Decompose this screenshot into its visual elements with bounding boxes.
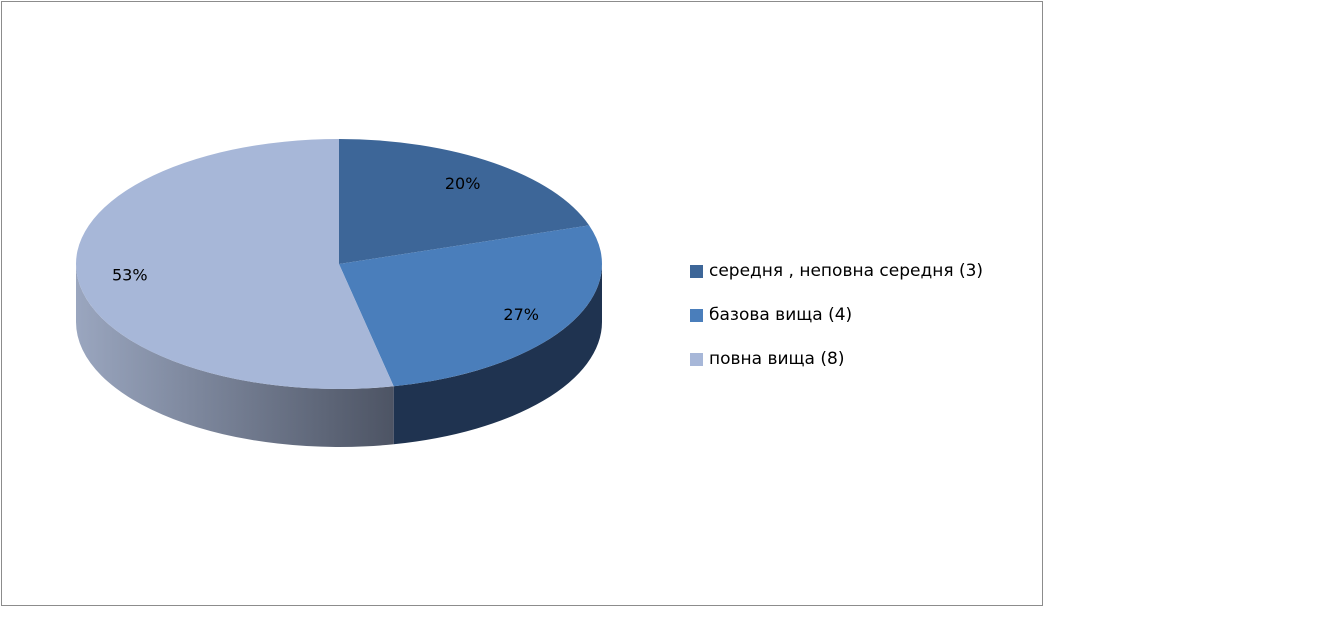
legend-swatch bbox=[690, 264, 703, 278]
legend-label: середня , неповна середня (3) bbox=[709, 261, 984, 281]
legend: середня , неповна середня (3) базова вищ… bbox=[690, 250, 983, 382]
legend-label: повна вища (8) bbox=[709, 349, 845, 369]
pie-slice bbox=[339, 139, 590, 264]
data-label: 20% bbox=[445, 174, 481, 193]
data-label: 53% bbox=[112, 265, 148, 284]
legend-swatch bbox=[690, 352, 703, 366]
pie-slice-side bbox=[393, 264, 602, 445]
legend-item: середня , неповна середня (3) bbox=[690, 248, 983, 294]
chart-area bbox=[1, 1, 1043, 606]
legend-label: базова вища (4) bbox=[709, 305, 853, 325]
pie-slice bbox=[339, 225, 602, 387]
pie-slice bbox=[76, 139, 394, 390]
legend-swatch bbox=[690, 308, 703, 322]
data-label: 27% bbox=[503, 305, 539, 324]
legend-item: базова вища (4) bbox=[690, 292, 983, 338]
legend-item: повна вища (8) bbox=[690, 336, 983, 382]
pie-slice-side bbox=[76, 264, 394, 447]
